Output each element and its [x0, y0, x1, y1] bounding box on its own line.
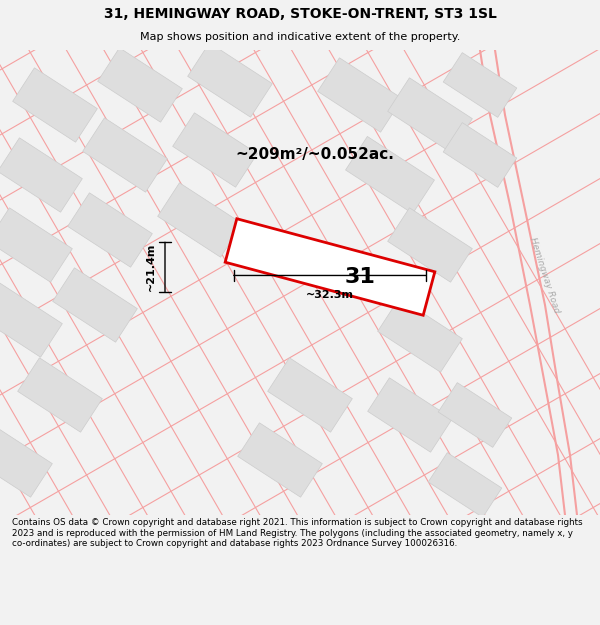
- Polygon shape: [0, 138, 82, 212]
- Polygon shape: [443, 122, 517, 188]
- Polygon shape: [225, 219, 435, 315]
- Polygon shape: [188, 42, 272, 118]
- Text: Contains OS data © Crown copyright and database right 2021. This information is : Contains OS data © Crown copyright and d…: [12, 518, 583, 548]
- Text: Hemingway Road: Hemingway Road: [529, 236, 562, 314]
- Polygon shape: [83, 118, 167, 192]
- Polygon shape: [13, 68, 97, 142]
- Text: 31: 31: [344, 267, 376, 287]
- Text: ~32.3m: ~32.3m: [306, 291, 354, 301]
- Polygon shape: [238, 422, 322, 498]
- Polygon shape: [317, 58, 403, 132]
- Polygon shape: [173, 112, 257, 188]
- Polygon shape: [68, 192, 152, 268]
- Polygon shape: [438, 382, 512, 448]
- Text: 31, HEMINGWAY ROAD, STOKE-ON-TRENT, ST3 1SL: 31, HEMINGWAY ROAD, STOKE-ON-TRENT, ST3 …: [104, 7, 496, 21]
- Polygon shape: [388, 208, 472, 282]
- Polygon shape: [346, 136, 434, 214]
- Text: ~21.4m: ~21.4m: [146, 242, 156, 291]
- Polygon shape: [98, 48, 182, 122]
- Polygon shape: [388, 78, 472, 152]
- Polygon shape: [53, 268, 137, 342]
- Text: ~209m²/~0.052ac.: ~209m²/~0.052ac.: [235, 148, 394, 162]
- Polygon shape: [377, 298, 463, 372]
- Polygon shape: [443, 52, 517, 118]
- Text: Map shows position and indicative extent of the property.: Map shows position and indicative extent…: [140, 32, 460, 43]
- Polygon shape: [428, 452, 502, 518]
- Polygon shape: [158, 182, 242, 258]
- Polygon shape: [268, 357, 352, 432]
- Polygon shape: [0, 282, 62, 357]
- Polygon shape: [17, 357, 103, 432]
- Polygon shape: [0, 208, 73, 282]
- Polygon shape: [368, 378, 452, 452]
- Polygon shape: [0, 422, 52, 498]
